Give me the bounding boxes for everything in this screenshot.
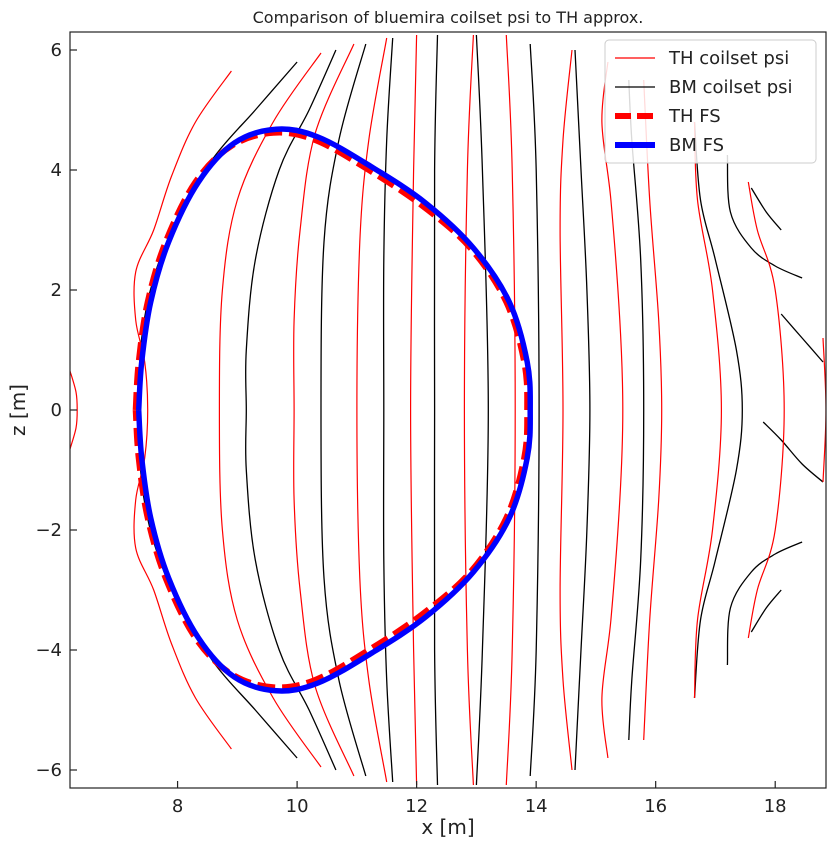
th-psi-contour-3 [218,52,322,768]
x-tick-label: 14 [525,796,548,817]
bm-flux-surface [135,126,533,694]
y-tick-label: −6 [35,760,62,781]
bm-psi-contour-3 [320,43,367,777]
y-axis-label: z [m] [6,384,30,436]
bm-psi-contour-12 [750,589,782,633]
th-psi-contour-8 [505,34,516,786]
bm-psi-contour-5 [433,34,439,786]
bm-psi-contour-10 [693,121,743,699]
th-psi-contour-5 [356,37,388,783]
bm-psi-contour-9 [628,79,645,741]
x-axis-label: x [m] [421,815,474,839]
legend: TH coilset psi BM coilset psi TH FS BM F… [604,39,817,164]
bm-psi-contour-15 [750,187,782,231]
legend-label-bm-psi: BM coilset psi [669,77,793,98]
bm-psi-contour-8 [574,49,591,771]
x-tick-label: 12 [405,796,428,817]
legend-label-th-psi: TH coilset psi [668,48,789,69]
y-tick-label: 0 [51,400,62,421]
y-tick-label: 6 [51,40,62,61]
axis-ticks: 8 10 12 14 16 18 −6 −4 −2 0 2 4 6 [35,40,786,817]
bm-psi-contour-6 [475,34,489,786]
x-tick-label: 18 [764,796,787,817]
th-psi-contour-9 [559,49,573,771]
x-tick-label: 8 [172,796,183,817]
bm-psi-contour-1 [138,61,298,759]
legend-box [604,39,817,164]
th-psi-contour-14 [822,337,826,483]
th-psi-contour-7 [463,34,474,786]
y-tick-label: −2 [35,520,62,541]
th-psi-contour-4 [293,43,355,777]
bm-psi-contour-16 [780,313,824,363]
th-psi-contour-1 [70,370,78,450]
th-psi-contour-6 [410,34,418,786]
plot-area [70,34,826,786]
x-tick-label: 16 [644,796,667,817]
th-psi-contour-11 [643,79,663,741]
bm-psi-contour-2 [244,49,337,771]
bm-psi-contour-13 [762,421,824,483]
y-tick-label: 2 [51,280,62,301]
bm-psi-contour-7 [529,43,540,777]
th-psi-contour-2 [133,70,232,750]
y-tick-label: −4 [35,640,62,661]
legend-label-bm-fs: BM FS [669,135,724,156]
chart-title: Comparison of bluemira coilset psi to TH… [253,8,644,27]
bm-psi-contour-11 [726,541,803,666]
x-tick-label: 10 [286,796,309,817]
bm-psi-contour-4 [382,37,394,783]
bm-psi-contour-14 [726,154,803,279]
th-psi-contour-10 [601,61,624,759]
th-psi-contour-13 [747,181,785,639]
th-psi-contour-12 [693,121,722,699]
th-flux-surface [132,129,531,691]
legend-label-th-fs: TH FS [668,106,721,127]
y-tick-label: 4 [51,160,62,181]
